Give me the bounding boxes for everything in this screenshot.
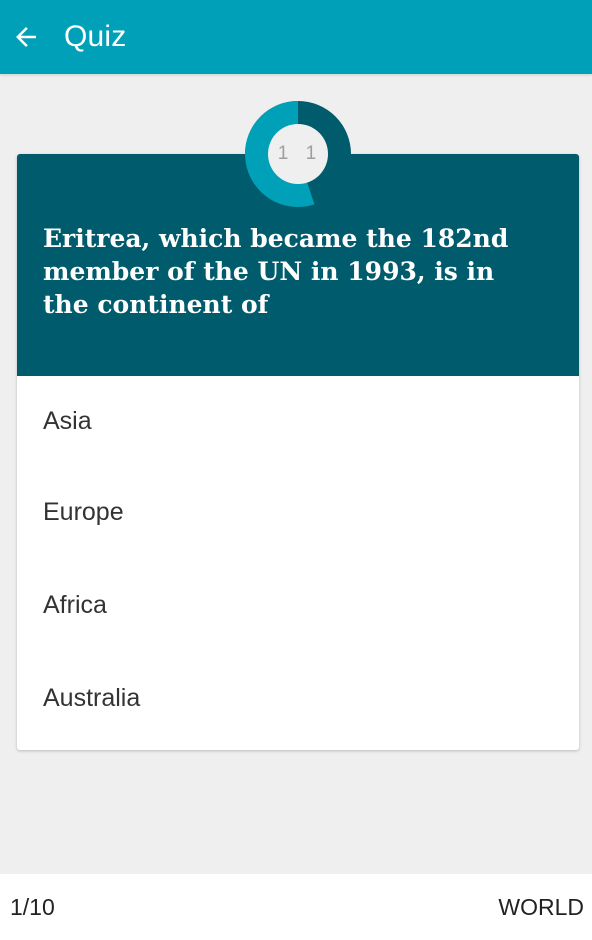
- answer-option-1[interactable]: Asia: [43, 406, 92, 435]
- question-text: Eritrea, which became the 182nd member o…: [43, 224, 509, 319]
- countdown-timer: 1 1: [245, 101, 351, 207]
- answer-option-4[interactable]: Australia: [43, 684, 141, 712]
- timer-ring: [245, 101, 351, 207]
- arrow-left-icon: [16, 27, 36, 47]
- back-button[interactable]: [0, 0, 54, 74]
- question-progress: 1/10: [10, 893, 55, 920]
- app-bar: Quiz: [0, 0, 592, 74]
- quiz-category: WORLD: [498, 893, 584, 920]
- page-title: Quiz: [64, 20, 127, 53]
- answer-option-3[interactable]: Africa: [43, 591, 107, 619]
- timer-center: [268, 124, 328, 184]
- question-card: Eritrea, which became the 182nd member o…: [17, 154, 579, 750]
- bottom-bar: 1/10 WORLD: [0, 874, 592, 940]
- answer-options: Asia Europe Africa Australia: [17, 376, 579, 745]
- timer-value: 1 1: [277, 143, 323, 164]
- answer-option-2[interactable]: Europe: [43, 498, 124, 526]
